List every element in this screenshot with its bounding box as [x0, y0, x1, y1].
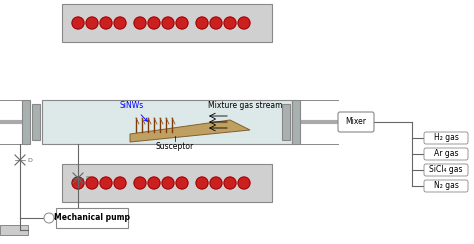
Circle shape: [72, 17, 84, 29]
Bar: [56, 208, 128, 228]
Circle shape: [100, 177, 112, 189]
Text: SiCl₄ gas: SiCl₄ gas: [429, 165, 463, 174]
Circle shape: [114, 177, 126, 189]
Circle shape: [238, 177, 250, 189]
Bar: [62, 164, 272, 202]
Bar: [62, 4, 272, 42]
Text: Ar gas: Ar gas: [434, 150, 458, 159]
Circle shape: [114, 17, 126, 29]
Text: H₂ gas: H₂ gas: [434, 133, 458, 142]
FancyBboxPatch shape: [424, 132, 468, 144]
Circle shape: [210, 177, 222, 189]
Circle shape: [196, 177, 208, 189]
FancyBboxPatch shape: [424, 164, 468, 176]
Circle shape: [176, 177, 188, 189]
Circle shape: [196, 17, 208, 29]
Circle shape: [86, 17, 98, 29]
Text: SiNWs: SiNWs: [120, 101, 147, 121]
Circle shape: [210, 17, 222, 29]
Circle shape: [72, 177, 84, 189]
Circle shape: [148, 177, 160, 189]
Circle shape: [134, 177, 146, 189]
Bar: [22, 100, 30, 144]
Text: N₂ gas: N₂ gas: [434, 182, 458, 191]
Text: D: D: [27, 157, 32, 163]
Circle shape: [44, 213, 54, 223]
Text: Susceptor: Susceptor: [156, 142, 194, 151]
Text: Mixer: Mixer: [346, 118, 366, 126]
Circle shape: [162, 177, 174, 189]
Circle shape: [238, 17, 250, 29]
Circle shape: [224, 177, 236, 189]
Text: D: D: [85, 175, 90, 181]
Bar: [32, 104, 40, 140]
FancyBboxPatch shape: [424, 148, 468, 160]
Text: Mixture gas stream: Mixture gas stream: [208, 102, 283, 111]
FancyBboxPatch shape: [338, 112, 374, 132]
Bar: [282, 104, 290, 140]
Circle shape: [100, 17, 112, 29]
FancyBboxPatch shape: [424, 180, 468, 192]
Circle shape: [224, 17, 236, 29]
Bar: [0, 225, 28, 235]
Text: Mechanical pump: Mechanical pump: [54, 214, 130, 223]
Circle shape: [148, 17, 160, 29]
Circle shape: [86, 177, 98, 189]
Bar: [292, 100, 300, 144]
Circle shape: [176, 17, 188, 29]
Circle shape: [134, 17, 146, 29]
Bar: [42, 100, 292, 144]
Circle shape: [162, 17, 174, 29]
Polygon shape: [130, 120, 250, 142]
